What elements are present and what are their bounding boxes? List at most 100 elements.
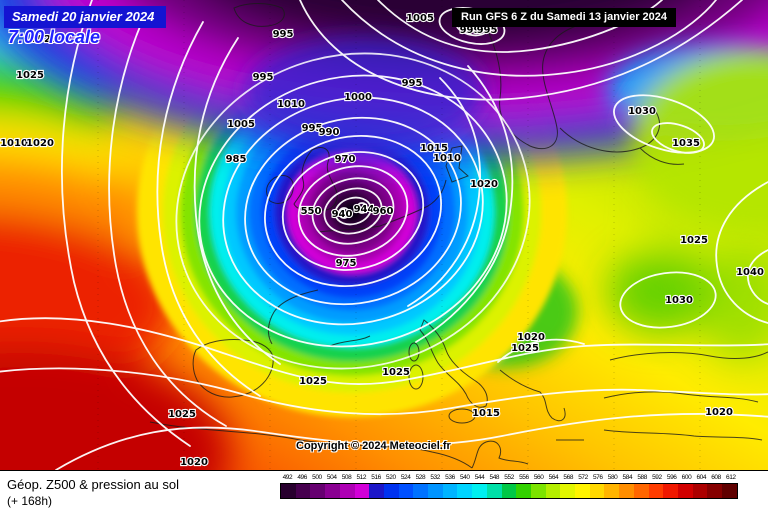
contour-line <box>0 367 768 416</box>
pressure-label: 944 <box>354 204 375 215</box>
weather-map-svg: 1025102510101020995100599999599599510101… <box>0 0 768 470</box>
pressure-label: 995 <box>302 123 323 134</box>
pressure-label: 999 <box>460 25 481 36</box>
pressure-label: 1010 <box>0 138 28 149</box>
contour-line <box>356 202 368 214</box>
pressure-label: 1025 <box>511 343 539 354</box>
contour-line <box>619 271 717 329</box>
pressure-label: 995 <box>402 78 423 89</box>
legend-color-swatch <box>501 484 517 498</box>
pressure-label: 1025 <box>382 367 410 378</box>
pressure-label: 1030 <box>628 106 656 117</box>
coastline-north-sea <box>317 179 447 233</box>
legend-color-swatch <box>648 484 664 498</box>
legend-value: 504 <box>326 474 337 481</box>
pressure-label: 1025 <box>168 409 196 420</box>
legend-color-swatch <box>589 484 605 498</box>
legend-value: 532 <box>430 474 441 481</box>
coastline-france <box>267 289 371 347</box>
local-time-label: 7:00 locale <box>8 27 101 47</box>
pressure-label: 1000 <box>344 92 372 103</box>
legend-value: 520 <box>386 474 396 481</box>
color-scale-legend: 492 496 500 504 508 512 516 520 524 528 532 536 540 5… <box>280 474 738 499</box>
graticule <box>97 0 701 470</box>
legend-value: 500 <box>312 474 322 481</box>
contour-line <box>281 151 425 271</box>
contour-line <box>407 77 481 307</box>
date-box: Samedi 20 janvier 2024 <box>4 6 167 28</box>
contour-line <box>651 122 705 154</box>
legend-color-swatch <box>428 484 443 498</box>
contour-line <box>613 94 715 154</box>
legend-color-swatch <box>560 484 576 498</box>
map-title: Géop. Z500 & pression au sol <box>7 477 179 492</box>
copyright-label: Copyright © 2024 Meteociel.fr <box>296 440 451 452</box>
pressure-label: 1015 <box>472 408 500 419</box>
pressure-label: 960 <box>373 206 394 217</box>
contour-line <box>61 0 191 447</box>
pressure-label: 1040 <box>736 267 764 278</box>
legend-value: 560 <box>533 474 544 481</box>
legend-value: 536 <box>445 474 455 481</box>
coastline-black-sea <box>609 351 768 361</box>
geopotential-color-field <box>0 0 768 470</box>
legend-color-swatch <box>325 484 340 498</box>
pressure-label: 1025 <box>680 235 708 246</box>
legend-color-swatch <box>677 484 693 498</box>
pressure-label: 1005 <box>227 119 255 130</box>
field-blob <box>631 50 768 230</box>
legend-values-row: 492 496 500 504 508 512 516 520 524 528 532 536 540 5… <box>280 474 738 482</box>
coastline-uk <box>293 147 338 211</box>
contour-line <box>156 21 261 397</box>
contour-line <box>747 249 768 305</box>
legend-color-swatch <box>442 484 458 498</box>
pressure-label: 1035 <box>672 138 700 149</box>
legend-color-swatch <box>310 484 326 498</box>
legend-color-swatch <box>472 484 487 498</box>
footer-bar: Géop. Z500 & pression au sol (+ 168h) 49… <box>0 470 768 512</box>
legend-color-swatch <box>707 484 723 498</box>
legend-color-swatch <box>369 484 384 498</box>
legend-value: 580 <box>607 474 618 481</box>
pressure-label: 995 <box>273 29 294 40</box>
legend-value: 552 <box>504 474 514 481</box>
legend-color-swatch <box>604 484 620 498</box>
legend-color-swatch <box>486 484 502 498</box>
coastlines <box>149 3 768 469</box>
coastline-baltic <box>559 111 685 165</box>
legend-value: 540 <box>459 474 470 481</box>
legend-value: 600 <box>681 474 692 481</box>
legend-color-swatch <box>633 484 649 498</box>
legend-color-swatch <box>619 484 634 498</box>
contour-line <box>311 177 395 245</box>
legend-value: 604 <box>696 474 707 481</box>
field-blob <box>0 347 230 470</box>
coastline-iceland <box>233 3 285 27</box>
legend-value: 524 <box>400 474 411 481</box>
legend-value: 556 <box>519 474 529 481</box>
legend-value: 512 <box>356 474 367 481</box>
legend-value: 528 <box>415 474 426 481</box>
pressure-label: 1025 <box>16 70 44 81</box>
coastline-scandinavia <box>479 9 637 150</box>
legend-color-swatch <box>722 484 737 498</box>
legend-swatches-row <box>280 483 738 499</box>
legend-color-swatch <box>516 484 531 498</box>
pressure-label: 975 <box>336 258 357 269</box>
legend-color-swatch <box>339 484 355 498</box>
legend-value: 608 <box>711 474 721 481</box>
legend-color-swatch <box>530 484 546 498</box>
legend-value: 548 <box>489 474 500 481</box>
contour-line <box>334 196 372 226</box>
contour-line <box>415 65 514 343</box>
pressure-label: 995 <box>253 72 274 83</box>
legend-color-swatch <box>575 484 590 498</box>
contour-line <box>244 116 462 306</box>
field-blob <box>245 37 485 147</box>
field-blob <box>607 250 717 334</box>
legend-color-swatch <box>457 484 473 498</box>
pressure-label: 940 <box>332 209 353 220</box>
contour-line <box>341 0 717 77</box>
legend-value: 588 <box>637 474 647 481</box>
